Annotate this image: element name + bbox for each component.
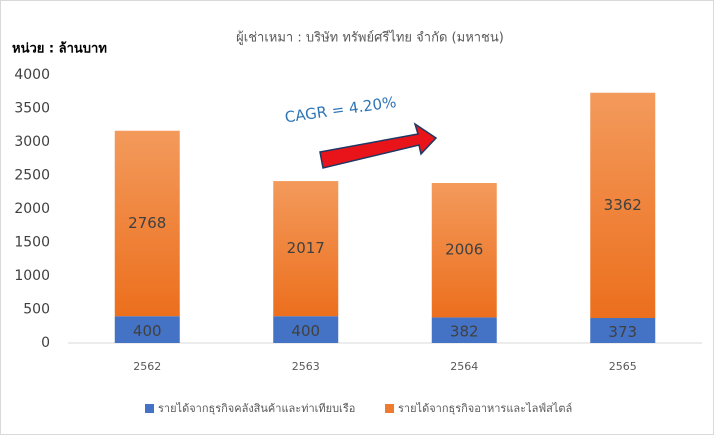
data-label: 400 [133, 322, 162, 340]
x-tick-label: 2564 [450, 360, 478, 373]
x-tick-label: 2565 [609, 360, 637, 373]
legend-swatch [385, 404, 394, 413]
chart-title: ผู้เช่าเหมา : บริษัท ทรัพย์ศรีไทย จำกัด … [236, 30, 504, 46]
bar-segment [431, 183, 497, 318]
data-label: 3362 [604, 196, 642, 214]
y-tick-label: 4000 [14, 67, 50, 83]
bar-segment [273, 181, 339, 317]
bar-segment [590, 92, 656, 319]
y-tick-label: 500 [23, 302, 50, 318]
legend-label: รายได้จากธุรกิจคลังสินค้าและท่าเทียบเรือ [158, 402, 355, 415]
bar-segment [114, 130, 180, 317]
data-label: 2768 [128, 214, 166, 232]
x-tick-label: 2563 [292, 360, 320, 373]
y-tick-label: 1500 [14, 235, 50, 251]
legend-swatch [145, 404, 154, 413]
y-axis-label: หน่วย : ล้านบาท [12, 41, 107, 57]
y-tick-label: 2500 [14, 168, 50, 184]
bar-segment [273, 316, 339, 343]
data-label: 382 [450, 323, 479, 341]
y-tick-label: 3500 [14, 101, 50, 117]
y-tick-label: 2000 [14, 201, 50, 217]
data-label: 373 [608, 323, 637, 341]
x-tick-label: 2562 [133, 360, 161, 373]
bar-segment [590, 318, 656, 343]
y-tick-label: 3000 [14, 134, 50, 150]
data-label: 400 [291, 322, 320, 340]
data-label: 2017 [287, 239, 325, 257]
data-label: 2006 [445, 241, 483, 259]
y-tick-label: 0 [41, 335, 50, 351]
bar-segment [431, 317, 497, 343]
arrow [319, 122, 438, 169]
legend-label: รายได้จากธุรกิจอาหารและไลฟ์สไตล์ [398, 402, 572, 415]
y-tick-label: 1000 [14, 268, 50, 284]
bar-segment [114, 316, 180, 343]
